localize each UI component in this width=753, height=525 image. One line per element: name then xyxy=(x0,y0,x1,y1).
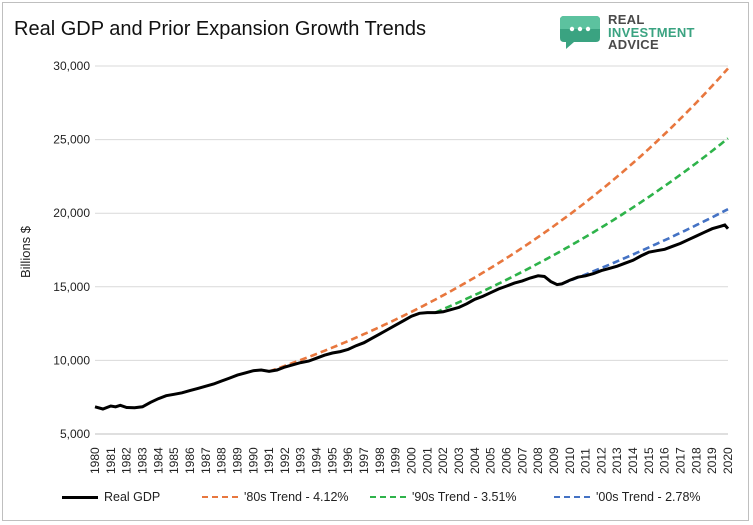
x-tick-label: 2006 xyxy=(499,447,513,474)
legend-swatch xyxy=(370,496,406,498)
y-tick-label: 25,000 xyxy=(53,133,90,147)
logo-line-3: ADVICE xyxy=(608,37,659,52)
y-tick-label: 10,000 xyxy=(53,353,90,367)
logo-line-1: REAL xyxy=(608,12,645,27)
x-tick-label: 2012 xyxy=(594,447,608,474)
x-axis-ticks: 1980 1981 1982 1983 1984 1985 1986 1987 1988 1989… xyxy=(88,447,735,474)
legend-item: '00s Trend - 2.78% xyxy=(554,490,701,504)
x-tick-label: 2002 xyxy=(436,447,450,474)
y-tick-label: 30,000 xyxy=(53,59,90,73)
x-tick-label: 1985 xyxy=(167,447,181,474)
x-tick-label: 1986 xyxy=(183,447,197,474)
x-tick-label: 1994 xyxy=(310,447,324,474)
x-tick-label: 1990 xyxy=(246,447,260,474)
legend-label: '80s Trend - 4.12% xyxy=(244,490,349,504)
y-axis-ticks: 5,000 10,000 15,000 20,000 25,000 30,000 xyxy=(53,59,90,441)
x-tick-label: 1988 xyxy=(215,447,229,474)
x-tick-label: 2004 xyxy=(468,447,482,474)
x-tick-label: 1996 xyxy=(341,447,355,474)
legend-swatch xyxy=(62,495,98,499)
logo: REAL INVESTMENT ADVICE xyxy=(558,12,748,54)
x-tick-label: 2010 xyxy=(563,447,577,474)
x-tick-label: 1998 xyxy=(373,447,387,474)
chat-bubble-icon xyxy=(560,16,600,49)
x-tick-label: 1997 xyxy=(357,447,371,474)
legend: Real GDP '80s Trend - 4.12% '90s Trend - 3… xyxy=(0,486,753,510)
x-tick-label: 1984 xyxy=(151,447,165,474)
x-tick-label: 2013 xyxy=(610,447,624,474)
x-tick-label: 2016 xyxy=(658,447,672,474)
series-line xyxy=(434,137,729,314)
x-tick-label: 2015 xyxy=(642,447,656,474)
x-tick-label: 2007 xyxy=(515,447,529,474)
x-tick-label: 1982 xyxy=(120,447,134,474)
legend-swatch xyxy=(554,496,590,498)
series-line xyxy=(561,208,729,286)
y-axis-label: Billions $ xyxy=(18,225,33,278)
series-group xyxy=(94,67,730,411)
x-tick-label: 1995 xyxy=(325,447,339,474)
legend-item: '90s Trend - 3.51% xyxy=(370,490,517,504)
x-tick-label: 2017 xyxy=(674,447,688,474)
x-tick-label: 1993 xyxy=(294,447,308,474)
x-tick-label: 1992 xyxy=(278,447,292,474)
y-tick-label: 15,000 xyxy=(53,280,90,294)
x-tick-label: 1980 xyxy=(88,447,102,474)
legend-item: '80s Trend - 4.12% xyxy=(202,490,349,504)
x-tick-label: 1999 xyxy=(389,447,403,474)
legend-label: Real GDP xyxy=(104,490,161,504)
gridlines xyxy=(95,65,728,435)
x-tick-label: 2008 xyxy=(531,447,545,474)
x-tick-label: 2005 xyxy=(484,447,498,474)
x-tick-label: 1987 xyxy=(199,447,213,474)
x-tick-label: 2000 xyxy=(405,447,419,474)
logo-line-2: INVESTMENT xyxy=(608,24,695,40)
x-tick-label: 1989 xyxy=(230,447,244,474)
y-tick-label: 20,000 xyxy=(53,206,90,220)
series-line xyxy=(268,67,729,373)
legend-label: '00s Trend - 2.78% xyxy=(596,490,701,504)
chart-title: Real GDP and Prior Expansion Growth Tren… xyxy=(14,18,427,40)
x-tick-label: 2001 xyxy=(420,447,434,474)
y-tick-label: 5,000 xyxy=(60,427,90,441)
legend-item: Real GDP xyxy=(62,490,160,504)
x-tick-label: 2009 xyxy=(547,447,561,474)
legend-swatch xyxy=(202,496,238,498)
x-tick-label: 2020 xyxy=(721,447,735,474)
series-line xyxy=(94,223,730,411)
line-chart: 5,000 10,000 15,000 20,000 25,000 30,000 1980… xyxy=(18,59,735,474)
x-tick-label: 2018 xyxy=(689,447,703,474)
x-tick-label: 1991 xyxy=(262,447,276,474)
legend-label: '90s Trend - 3.51% xyxy=(412,490,517,504)
x-tick-label: 2011 xyxy=(579,448,593,474)
x-tick-label: 1981 xyxy=(104,447,118,474)
x-tick-label: 2019 xyxy=(705,447,719,474)
x-tick-label: 2014 xyxy=(626,447,640,474)
x-tick-label: 1983 xyxy=(135,447,149,474)
x-tick-label: 2003 xyxy=(452,447,466,474)
